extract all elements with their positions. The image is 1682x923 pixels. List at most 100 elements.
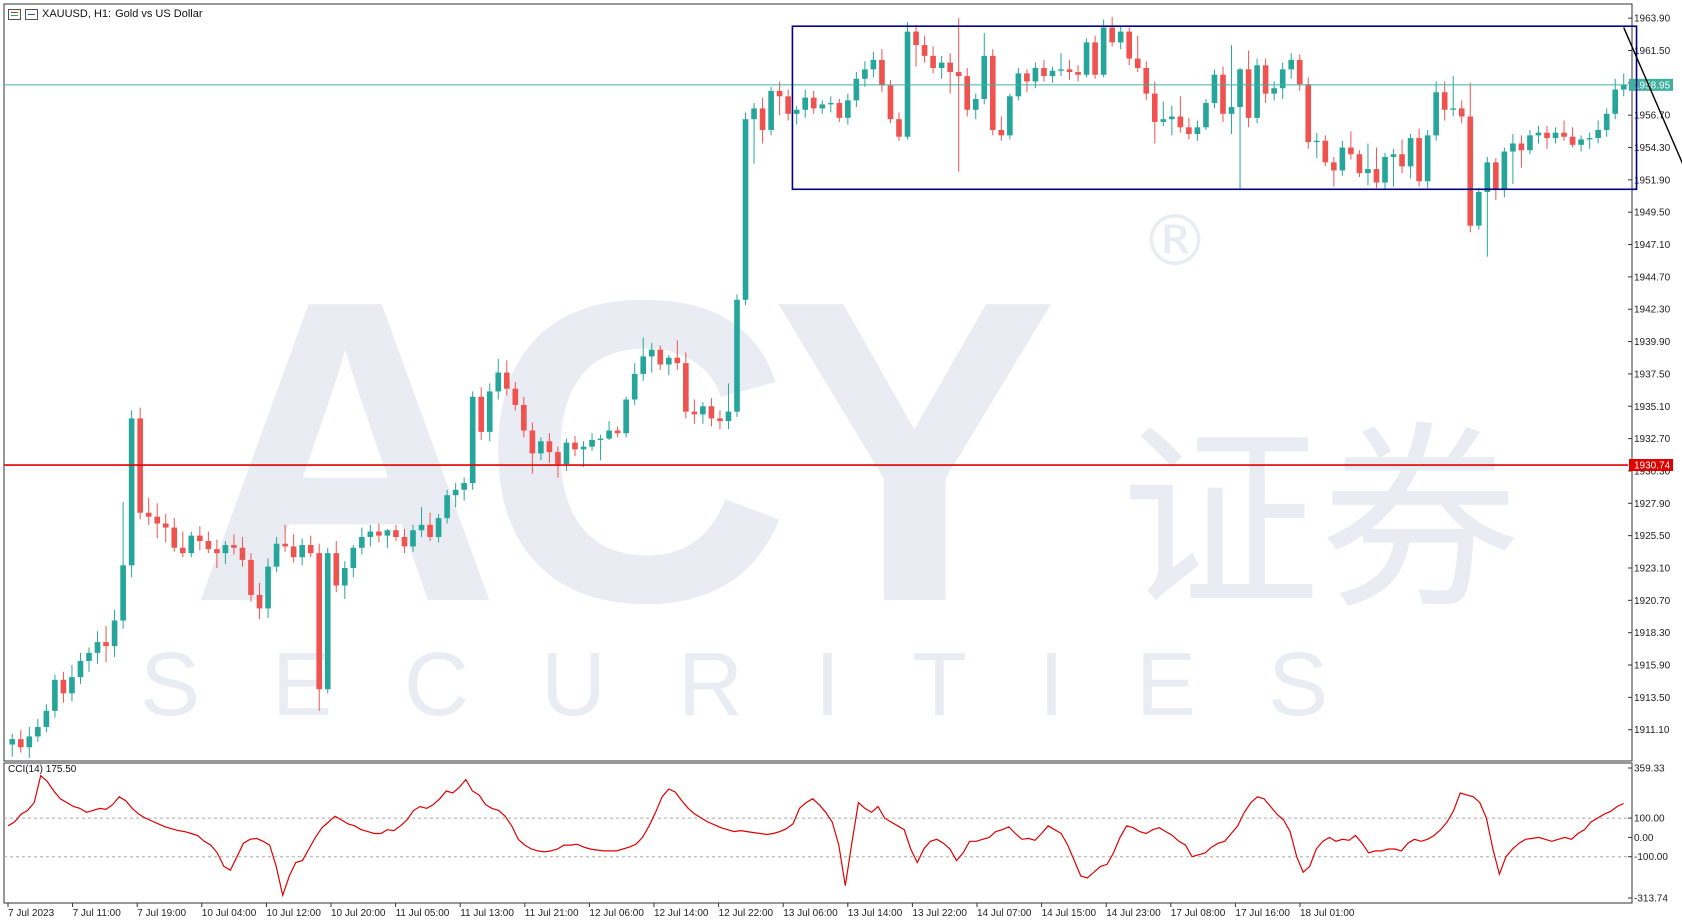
price-tick-label: 1927.90 [1634,499,1671,510]
chart-title-bar: XAUUSD, H1: Gold vs US Dollar [8,8,203,20]
candle-body [1041,67,1047,77]
candle-body [282,543,288,547]
one-click-trading-icon[interactable] [25,8,38,20]
candle-body [179,547,186,554]
candle-body [538,441,544,454]
candle-body [1458,108,1465,117]
candle-body [1066,69,1073,73]
price-tick-label: 1947.10 [1634,240,1671,251]
candle-body [111,620,118,647]
candle-body [1569,136,1576,145]
time-tick-label: 7 Jul 19:00 [137,908,186,919]
candle-body [674,357,681,364]
time-tick-label: 13 Jul 06:00 [783,908,838,919]
price-tick-label: 1954.30 [1634,143,1671,154]
time-tick-label: 11 Jul 21:00 [525,908,579,919]
candle-body [776,90,783,97]
candle-body [324,553,331,690]
price-tick-label: 1920.70 [1634,596,1671,607]
price-tick-label: 1915.90 [1634,661,1671,672]
candle-body [9,739,16,745]
candle-body [1595,129,1601,139]
candle-body [145,512,152,517]
time-tick-label: 14 Jul 15:00 [1042,908,1097,919]
candle-body [938,62,945,68]
candle-body [1007,96,1013,136]
candle-body [768,90,774,130]
candle-body [43,710,50,728]
candle-body [1484,162,1491,192]
candle-body [1348,147,1354,155]
candle-body [785,96,791,114]
overlays-layer[interactable]: 1958.95 1930.74 [4,25,1682,472]
candle-body [171,527,178,548]
candle-body [503,372,510,389]
candle-body [1612,89,1619,114]
candle-body [86,652,92,661]
candle-body [1194,127,1201,135]
candle-body [1620,84,1627,90]
symbol-description: Gold vs US Dollar [115,8,203,20]
candle-body [606,430,612,439]
candle-body [1134,58,1141,68]
candle-body [350,547,357,568]
candle-body [972,98,979,110]
candle-body [1228,107,1235,114]
candle-body [1024,73,1030,82]
candle-body [640,356,647,374]
time-axis[interactable]: 7 Jul 2023 7 Jul 11:00 7 Jul 19:00 10 Jul 0… [7,903,1355,919]
time-tick-label: 10 Jul 12:00 [266,908,321,919]
candle-body [1441,92,1448,110]
candle-body [401,536,408,547]
candle-body [887,85,894,120]
candle-body [427,524,433,537]
cci-tick-label: 359.33 [1634,764,1665,775]
price-tick-label: 1944.70 [1634,272,1671,283]
candle-body [1100,27,1107,75]
candle-body [1475,191,1482,226]
candle-body [1058,69,1064,71]
candle-body [742,119,749,300]
candle-body [1109,27,1115,43]
price-tick-label: 1925.50 [1634,531,1671,542]
candle-body [248,559,254,595]
candle-body [1075,72,1081,75]
candle-body [998,129,1005,136]
price-tick-label: 1949.50 [1634,208,1671,219]
candle-body [572,442,578,450]
candle-body [1339,147,1346,171]
candle-body [930,55,936,68]
candle-body [862,69,868,79]
price-tick-label: 1932.70 [1634,434,1671,445]
candle-body [896,119,902,137]
candle-body [1578,139,1584,145]
candle-body [376,531,382,536]
candle-body [836,103,843,118]
price-tick-label: 1930.30 [1634,466,1671,477]
candle-body [222,545,229,554]
candle-body [452,489,459,496]
candle-body [1117,31,1124,43]
candle-body [989,55,996,130]
time-tick-label: 12 Jul 06:00 [589,908,644,919]
candle-body [904,31,911,137]
time-tick-label: 18 Jul 01:00 [1300,908,1355,919]
candle-body [870,59,877,70]
candle-body [128,418,135,566]
price-tick-label: 1935.10 [1634,402,1671,413]
price-tick-label: 1913.50 [1634,693,1671,704]
cci-line [7,774,1624,898]
candle-body [299,545,305,558]
candle-body [802,97,809,110]
candle-body [717,418,723,422]
price-tick-label: 1942.30 [1634,305,1671,316]
chart-window-icon[interactable] [8,8,21,20]
candle-body [1313,140,1320,143]
candle-body [1220,74,1226,114]
candle-body [1586,138,1593,140]
candle-body [341,567,348,586]
candle-body [1271,88,1277,94]
cci-tick-label: -313.74 [1634,894,1668,905]
